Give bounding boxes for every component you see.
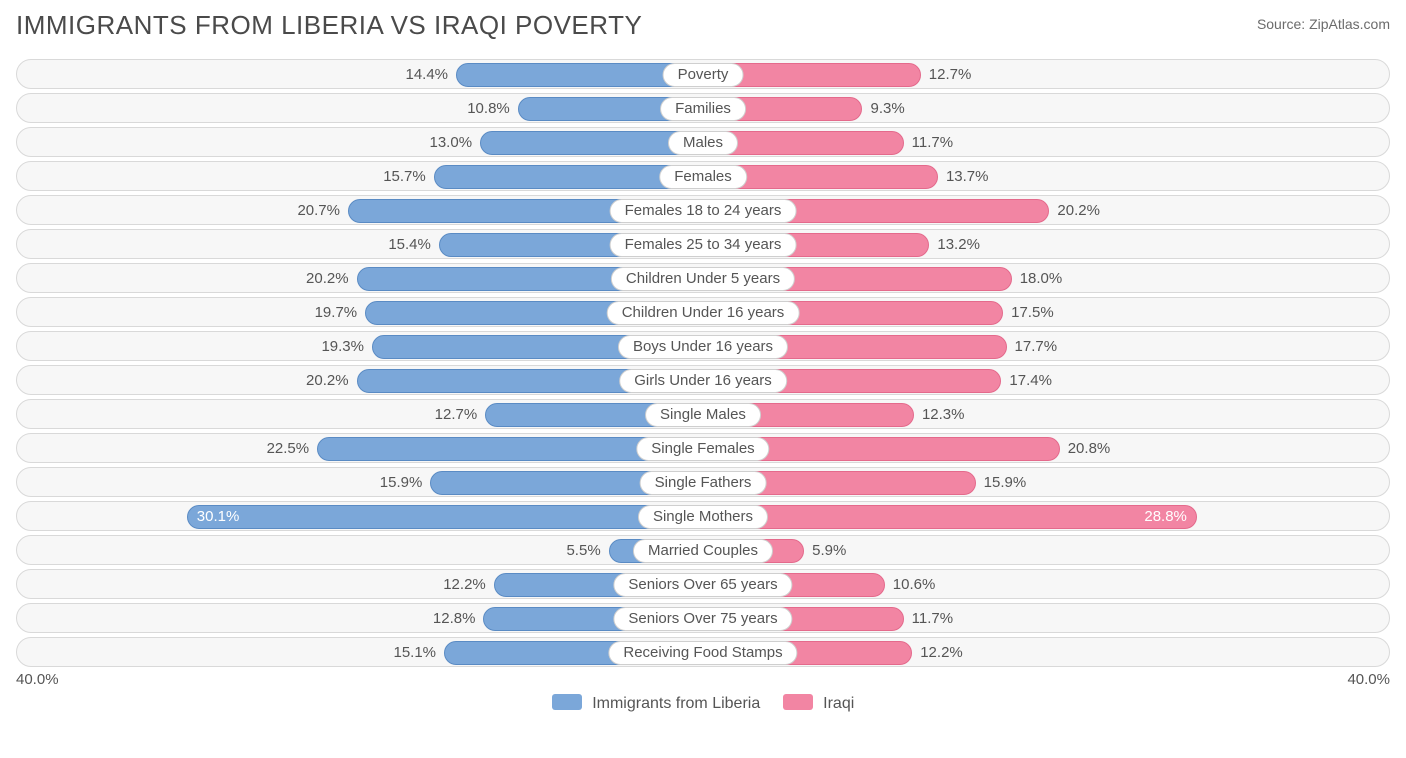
chart-row: 10.8% 9.3% Families [16,93,1390,123]
chart-row: 15.4% 13.2% Females 25 to 34 years [16,229,1390,259]
value-left: 14.4% [405,60,456,90]
category-label: Poverty [663,63,744,87]
axis-max-right: 40.0% [1347,671,1390,688]
category-label: Boys Under 16 years [618,335,788,359]
category-label: Seniors Over 65 years [613,573,792,597]
value-right: 28.8% [1144,502,1197,532]
x-axis: 40.0% 40.0% [16,671,1390,688]
chart-row: 19.3% 17.7% Boys Under 16 years [16,331,1390,361]
value-left: 5.5% [566,536,608,566]
chart-row: 5.5% 5.9% Married Couples [16,535,1390,565]
category-label: Females 25 to 34 years [610,233,797,257]
chart-row: 22.5% 20.8% Single Females [16,433,1390,463]
category-label: Receiving Food Stamps [608,641,797,665]
value-left: 15.1% [393,638,444,668]
category-label: Children Under 5 years [611,267,795,291]
value-right: 15.9% [976,468,1027,498]
value-left: 19.3% [321,332,372,362]
value-left: 12.2% [443,570,494,600]
category-label: Seniors Over 75 years [613,607,792,631]
diverging-bar-chart: 14.4%12.7%Poverty10.8%9.3%Families13.0%1… [16,59,1390,667]
value-right: 11.7% [904,128,953,158]
value-right: 11.7% [904,604,953,634]
value-right: 9.3% [862,94,904,124]
value-right: 17.4% [1001,366,1052,396]
category-label: Single Males [645,403,761,427]
axis-max-left: 40.0% [16,671,59,688]
legend-swatch-left [552,694,582,710]
value-left: 20.2% [306,366,357,396]
value-left: 12.8% [433,604,484,634]
value-left: 20.7% [297,196,348,226]
value-right: 17.5% [1003,298,1054,328]
chart-row: 14.4% 12.7% Poverty [16,59,1390,89]
value-left: 10.8% [467,94,518,124]
value-left: 15.9% [380,468,431,498]
category-label: Married Couples [633,539,773,563]
category-label: Single Mothers [638,505,768,529]
bar-right [703,505,1197,529]
value-left: 30.1% [187,502,240,532]
value-right: 20.8% [1060,434,1111,464]
value-right: 12.2% [912,638,963,668]
category-label: Children Under 16 years [607,301,800,325]
chart-row: 15.1% 12.2% Receiving Food Stamps [16,637,1390,667]
value-right: 20.2% [1049,196,1100,226]
category-label: Single Females [636,437,769,461]
chart-row: 15.9% 15.9% Single Fathers [16,467,1390,497]
chart-row: 15.7% 13.7% Females [16,161,1390,191]
value-right: 13.7% [938,162,989,192]
legend-label-right: Iraqi [823,695,854,712]
value-left: 12.7% [435,400,486,430]
category-label: Families [660,97,746,121]
value-right: 18.0% [1012,264,1063,294]
value-left: 15.7% [383,162,434,192]
value-right: 12.3% [914,400,965,430]
value-right: 12.7% [921,60,972,90]
value-left: 22.5% [267,434,318,464]
chart-row: 12.2% 10.6% Seniors Over 65 years [16,569,1390,599]
category-label: Males [668,131,738,155]
category-label: Females 18 to 24 years [610,199,797,223]
value-right: 5.9% [804,536,846,566]
chart-row: 19.7% 17.5% Children Under 16 years [16,297,1390,327]
chart-source: Source: ZipAtlas.com [1257,16,1390,32]
chart-row: 20.7% 20.2% Females 18 to 24 years [16,195,1390,225]
chart-row: 30.1% 28.8% Single Mothers [16,501,1390,531]
chart-row: 13.0% 11.7% Males [16,127,1390,157]
chart-row: 12.8% 11.7% Seniors Over 75 years [16,603,1390,633]
value-left: 15.4% [388,230,439,260]
chart-row: 20.2% 18.0% Children Under 5 years [16,263,1390,293]
value-right: 13.2% [929,230,980,260]
value-right: 17.7% [1007,332,1058,362]
value-left: 19.7% [315,298,366,328]
chart-row: 20.2% 17.4% Girls Under 16 years [16,365,1390,395]
category-label: Girls Under 16 years [619,369,787,393]
bar-left [187,505,703,529]
category-label: Females [659,165,747,189]
legend: Immigrants from Liberia Iraqi [16,694,1390,713]
value-left: 13.0% [430,128,481,158]
category-label: Single Fathers [640,471,767,495]
legend-swatch-right [783,694,813,710]
chart-row: 12.7% 12.3% Single Males [16,399,1390,429]
value-right: 10.6% [885,570,936,600]
chart-title: IMMIGRANTS FROM LIBERIA VS IRAQI POVERTY [16,10,642,41]
value-left: 20.2% [306,264,357,294]
chart-header: IMMIGRANTS FROM LIBERIA VS IRAQI POVERTY… [16,10,1390,41]
legend-label-left: Immigrants from Liberia [592,695,760,712]
